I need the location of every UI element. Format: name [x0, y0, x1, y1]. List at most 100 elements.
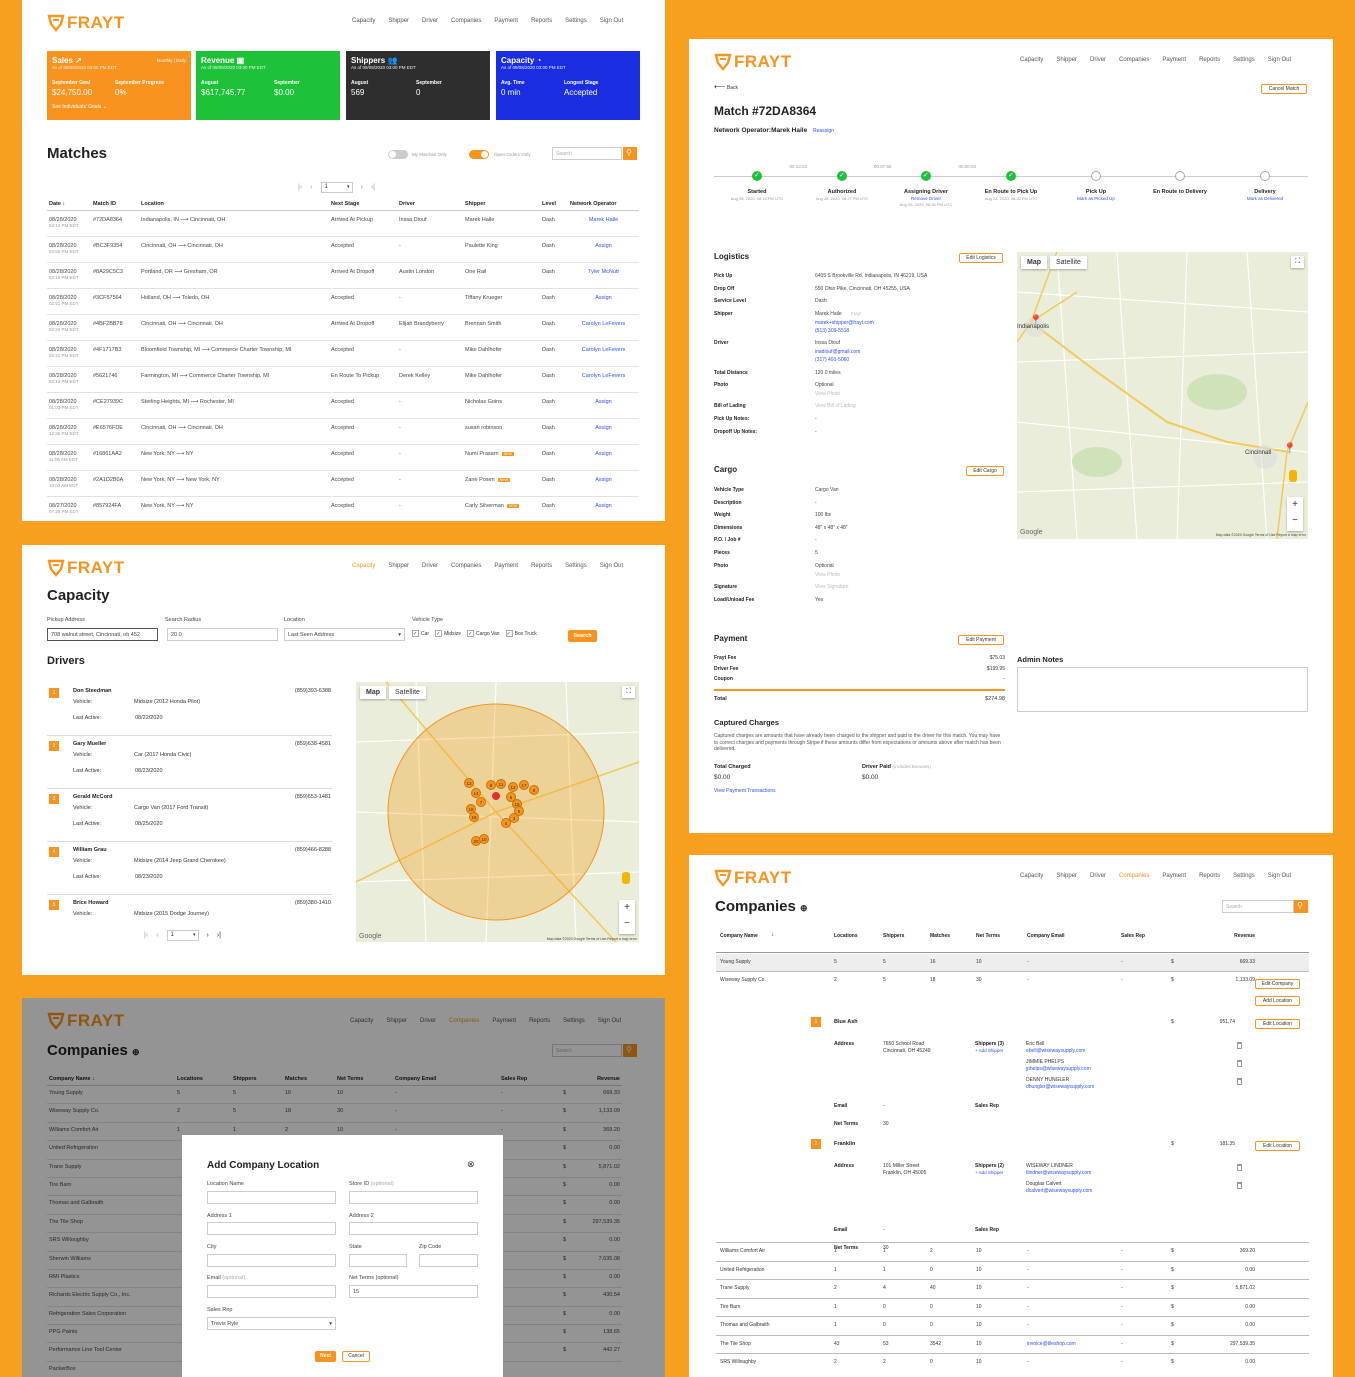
route-map[interactable]: Map Satellite ⛶ Indianapolis Cincinnati …	[1017, 252, 1308, 539]
nav-sign-out[interactable]: Sign Out	[599, 563, 624, 569]
trash-icon[interactable]	[1237, 1182, 1242, 1189]
driver-marker[interactable]: 4	[501, 818, 511, 828]
shipper-email[interactable]: ebell@wisewaysupply.com	[1026, 1048, 1086, 1054]
driver-marker[interactable]: 14	[471, 788, 481, 798]
nav-sign-out[interactable]: Sign Out	[599, 18, 624, 24]
table-row[interactable]: 08/28/2020 02:13 PM EDT #5621746 Farmington…	[47, 366, 639, 393]
nav-driver[interactable]: Driver	[422, 18, 439, 24]
zoom-in-button[interactable]: +	[624, 902, 630, 913]
nav-settings[interactable]: Settings	[1233, 57, 1255, 63]
trash-icon[interactable]	[1237, 1078, 1242, 1085]
table-row[interactable]: Young Supply 5 5 16 10- - $669.33	[47, 1085, 622, 1105]
search-input[interactable]: Search	[1222, 900, 1294, 913]
view-link[interactable]: View Signature	[815, 584, 849, 590]
view-link[interactable]: View Bill of Lading	[815, 403, 856, 409]
next-button[interactable]: Next	[315, 1351, 336, 1362]
add-circle-icon[interactable]: ⊕	[132, 1047, 140, 1057]
add-location-button[interactable]: Add Location	[1255, 996, 1300, 1006]
vehicle-car-checkbox[interactable]: ✓ Car	[412, 630, 430, 637]
driver-marker[interactable]: 11	[496, 779, 506, 789]
search-button[interactable]: ⚲	[623, 1044, 637, 1057]
step-action-link[interactable]: Remove Driver	[910, 196, 941, 201]
prev-page-icon[interactable]: ‹	[310, 184, 313, 191]
operator-link[interactable]: Carolyn LeFevers	[581, 373, 626, 379]
nav-capacity[interactable]: Capacity	[1020, 57, 1044, 63]
nav-driver[interactable]: Driver	[1090, 57, 1107, 63]
nav-payment[interactable]: Payment	[494, 563, 519, 569]
driver-marker[interactable]: 9	[486, 780, 496, 790]
driver-name[interactable]: William Grau	[73, 847, 107, 853]
nav-settings[interactable]: Settings	[1233, 873, 1255, 879]
table-row[interactable]: 08/28/2020 12:35 PM EDT #E6576FDE Cincinnat…	[47, 418, 639, 445]
close-icon[interactable]: ⊗	[467, 1159, 475, 1169]
nav-sign-out[interactable]: Sign Out	[597, 1018, 622, 1024]
nav-reports[interactable]: Reports	[1199, 873, 1221, 879]
vehicle-cargo-van-checkbox[interactable]: ✓ Cargo Van	[467, 630, 500, 637]
zoom-in-button[interactable]: +	[1292, 499, 1298, 510]
table-row[interactable]: 08/28/2020 03:10 PM EDT #8A29C5C3 Portland,…	[47, 262, 639, 289]
nav-companies[interactable]: Companies	[451, 563, 482, 569]
table-row[interactable]: 08/28/2020 02:51 PM EDT #3CF57564 Holland, …	[47, 288, 639, 315]
view-payment-transactions-link[interactable]: View Payment Transactions	[714, 788, 776, 794]
edit-cargo-button[interactable]: Edit Cargo	[966, 466, 1004, 476]
page-select[interactable]: 1 ▾	[166, 930, 199, 941]
shipper-email[interactable]: dcalvert@wisewaysupply.com	[1026, 1188, 1093, 1194]
search-button[interactable]: ⚲	[1294, 900, 1308, 913]
nav-payment[interactable]: Payment	[1162, 57, 1187, 63]
shipper-email[interactable]: jphelps@wisewaysupply.com	[1026, 1066, 1091, 1072]
nav-driver[interactable]: Driver	[1090, 873, 1107, 879]
pickup-pin-icon[interactable]	[492, 792, 500, 800]
street-view-icon[interactable]	[1289, 470, 1297, 482]
nav-payment[interactable]: Payment	[492, 1018, 517, 1024]
reassign-link[interactable]: Reassign	[813, 128, 834, 134]
table-row[interactable]: 08/28/2020 02:24 PM EDT #4BF2BB78 Cincinnat…	[47, 314, 639, 341]
cancel-match-button[interactable]: Cancel Match	[1261, 84, 1307, 94]
search-radius-input[interactable]: 20.0	[167, 628, 278, 641]
pickup-pin-icon[interactable]: 📍	[1029, 315, 1043, 327]
nav-companies[interactable]: Companies	[1119, 873, 1150, 879]
table-row[interactable]: Wiseway Supply Co. 2 5 18 30- - $1,133.09	[47, 1103, 622, 1123]
driver-marker[interactable]: 8	[529, 785, 539, 795]
nav-payment[interactable]: Payment	[1162, 873, 1187, 879]
driver-marker[interactable]: 17	[519, 780, 529, 790]
nav-reports[interactable]: Reports	[531, 563, 553, 569]
table-row[interactable]: 08/28/2020 03:56 PM EDT #BC3F9354 Cincinnat…	[47, 236, 639, 263]
add-circle-icon[interactable]: ⊕	[800, 903, 808, 913]
view-link[interactable]: View Photo	[815, 390, 841, 397]
shipper-email[interactable]: tlindner@wisewaysupply.com	[1026, 1170, 1092, 1176]
vehicle-box-truck-checkbox[interactable]: ✓ Box Truck	[505, 630, 537, 637]
last-page-icon[interactable]: ›|	[216, 932, 221, 939]
nav-payment[interactable]: Payment	[494, 18, 519, 24]
frayt-logo[interactable]: FRAYT	[47, 1011, 125, 1031]
driver-marker[interactable]: 6	[514, 806, 524, 816]
frayt-logo[interactable]: FRAYT	[714, 868, 792, 888]
nav-companies[interactable]: Companies	[451, 18, 482, 24]
map-tab-satellite[interactable]: Satellite	[1050, 256, 1087, 269]
assign-link[interactable]: Assign	[595, 503, 612, 509]
table-row[interactable]: 08/28/2020 04:14 PM EDT #72DA8364 Indianapo…	[47, 210, 639, 237]
address-2-input[interactable]	[349, 1222, 478, 1235]
vehicle-midsize-checkbox[interactable]: ✓ Midsize	[435, 630, 462, 637]
table-row[interactable]: 08/28/2020 01:03 PM EDT #CE27939C Sterling …	[47, 392, 639, 419]
fullscreen-icon[interactable]: ⛶	[622, 686, 635, 698]
step-action-link[interactable]: Mark as Picked Up	[1077, 196, 1115, 201]
assign-link[interactable]: Assign	[595, 399, 612, 405]
location-name-input[interactable]	[207, 1191, 336, 1204]
last-page-icon[interactable]: ›|	[370, 184, 375, 191]
operator-link[interactable]: Tyler McNutt	[588, 269, 619, 275]
city-input[interactable]	[207, 1254, 336, 1267]
nav-sign-out[interactable]: Sign Out	[1267, 57, 1292, 63]
search-input[interactable]: Search	[552, 1044, 622, 1057]
nav-shipper[interactable]: Shipper	[386, 1018, 408, 1024]
nav-settings[interactable]: Settings	[563, 1018, 585, 1024]
page-select[interactable]: 1 ▾	[320, 182, 353, 193]
nav-capacity[interactable]: Capacity	[352, 563, 376, 569]
nav-companies[interactable]: Companies	[1119, 57, 1150, 63]
driver-marker[interactable]: 5	[506, 792, 516, 802]
edit-location-button[interactable]: Edit Location	[1255, 1141, 1300, 1151]
trash-icon[interactable]	[1237, 1060, 1242, 1067]
nav-shipper[interactable]: Shipper	[1056, 57, 1078, 63]
search-button[interactable]: Search	[568, 630, 597, 642]
back-link[interactable]: ⟵ Back	[714, 82, 738, 91]
nav-shipper[interactable]: Shipper	[1056, 873, 1078, 879]
